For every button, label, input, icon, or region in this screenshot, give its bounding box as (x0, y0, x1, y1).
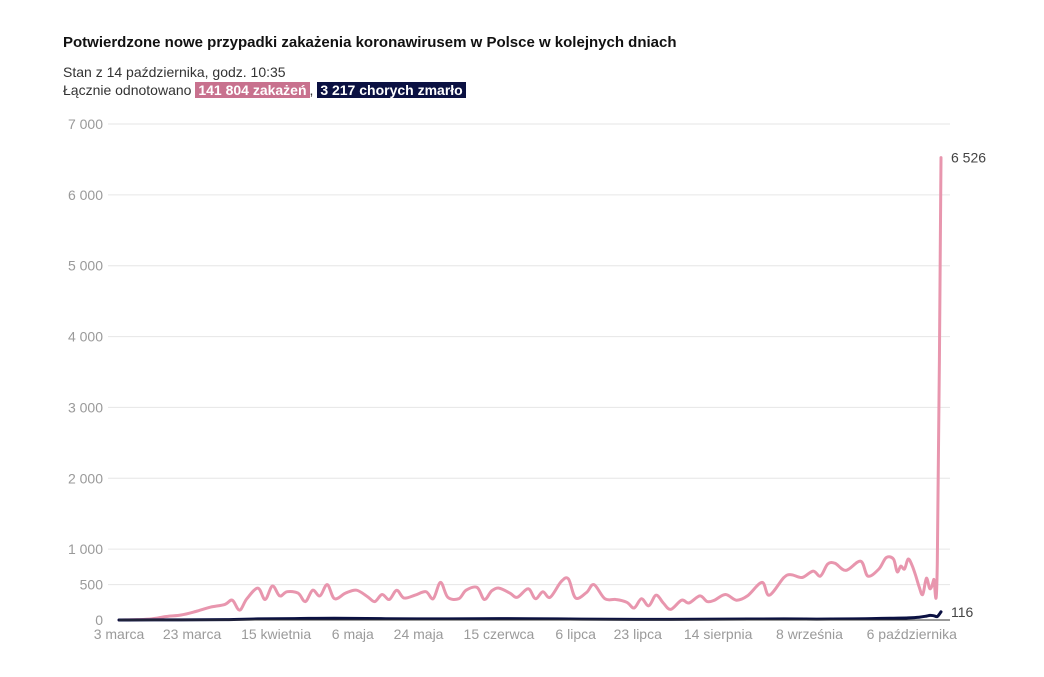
y-tick-label: 0 (95, 612, 103, 628)
chart-subtitle: Stan z 14 października, godz. 10:35 (63, 64, 286, 80)
cases-end-label: 6 526 (951, 150, 986, 166)
end-labels: 6 526 116 (951, 150, 986, 620)
summary-separator: , (309, 82, 314, 98)
y-tick-label: 2 000 (68, 470, 103, 486)
x-tick-label: 8 września (776, 626, 843, 642)
deaths-series-line (117, 610, 943, 622)
y-tick-label: 4 000 (68, 329, 103, 345)
deaths-end-label: 116 (951, 604, 974, 620)
y-tick-label: 6 000 (68, 187, 103, 203)
x-tick-label: 14 sierpnia (684, 626, 753, 642)
x-tick-label: 24 maja (394, 626, 444, 642)
cases-series-line (117, 156, 943, 622)
y-tick-label: 5 000 (68, 258, 103, 274)
x-tick-label: 6 października (867, 626, 957, 642)
y-axis-labels: 0 500 1 000 2 000 3 000 4 000 5 000 6 000 7 000 (68, 116, 103, 628)
y-tick-label: 7 000 (68, 116, 103, 132)
x-tick-label: 6 maja (332, 626, 374, 642)
y-tick-label: 1 000 (68, 541, 103, 557)
y-tick-label: 3 000 (68, 399, 103, 415)
cases-total-badge: 141 804 zakażeń (195, 82, 310, 98)
summary-prefix: Łącznie odnotowano (63, 82, 192, 98)
x-tick-label: 15 czerwca (464, 626, 535, 642)
x-tick-label: 3 marca (94, 626, 145, 642)
grid-lines (108, 123, 950, 586)
y-tick-label: 500 (80, 577, 104, 593)
x-tick-label: 6 lipca (555, 626, 596, 642)
summary-line: Łącznie odnotowano 141 804 zakażeń, 3 21… (63, 82, 466, 98)
series-lines (117, 156, 943, 622)
deaths-total-badge: 3 217 chorych zmarło (317, 82, 466, 98)
x-tick-label: 23 lipca (614, 626, 662, 642)
x-tick-label: 23 marca (163, 626, 222, 642)
x-axis-labels: 3 marca 23 marca 15 kwietnia 6 maja 24 maja 1… (94, 626, 957, 642)
chart-title: Potwierdzone nowe przypadki zakażenia ko… (63, 34, 677, 51)
x-tick-label: 15 kwietnia (241, 626, 311, 642)
